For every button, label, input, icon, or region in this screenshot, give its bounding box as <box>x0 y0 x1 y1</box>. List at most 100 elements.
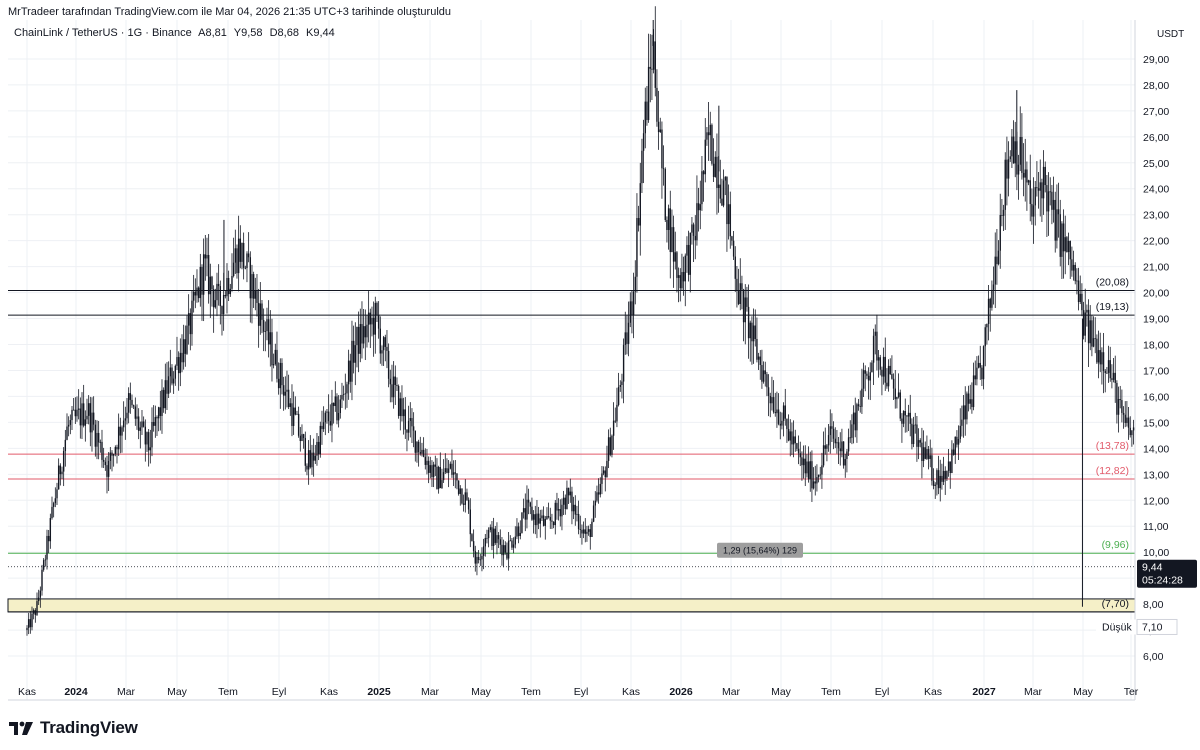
candle-body <box>211 276 213 290</box>
x-tick-label: Tem <box>218 686 238 698</box>
candle-body <box>136 416 138 419</box>
candle-body <box>449 463 451 469</box>
candle-body <box>549 517 551 521</box>
candle-body <box>49 518 52 542</box>
candle-body <box>887 365 890 387</box>
candle-body <box>646 101 648 121</box>
candle-body <box>199 266 202 299</box>
candle-body <box>694 235 696 241</box>
support-zone[interactable] <box>7 598 1200 613</box>
candle-body <box>119 426 122 436</box>
candle-body <box>629 301 631 323</box>
candle-body <box>807 461 810 480</box>
candle-body <box>474 551 476 564</box>
candle-body <box>427 460 430 473</box>
candle-body <box>636 218 638 277</box>
candle-body <box>206 254 208 259</box>
level-label: (7,70) <box>1102 598 1129 610</box>
candle-body <box>776 409 778 414</box>
candle-body <box>1089 320 1091 344</box>
candle-body <box>71 409 73 421</box>
candle-body <box>502 545 505 556</box>
candle-body <box>259 303 262 326</box>
candle-body <box>1097 350 1100 363</box>
candle-body <box>947 461 950 471</box>
candle-body <box>194 291 197 296</box>
candle-body <box>1031 203 1033 217</box>
candle-body <box>252 274 255 299</box>
candle-body <box>904 410 906 416</box>
candle-body <box>949 461 951 474</box>
candle-body <box>281 362 283 386</box>
candle-body <box>906 415 908 417</box>
candle-body <box>179 352 182 374</box>
candle-body <box>1006 159 1008 179</box>
candle-body <box>762 370 765 382</box>
candle-body <box>934 484 936 486</box>
candle-body <box>946 470 948 479</box>
candle-body <box>922 447 925 461</box>
candle-body <box>494 528 496 543</box>
candle-body <box>644 101 646 134</box>
candle-body <box>719 184 721 199</box>
candle-body <box>156 417 158 419</box>
candle-body <box>972 375 975 408</box>
y-tick-label: 28,00 <box>1143 80 1169 92</box>
candle-body <box>469 509 471 535</box>
candle-body <box>886 382 888 387</box>
candle-body <box>222 294 225 315</box>
candle-body <box>1011 136 1013 157</box>
candle-body <box>351 340 353 382</box>
candle-body <box>416 441 418 453</box>
candle-body <box>347 360 350 385</box>
candle-body <box>336 396 338 421</box>
candle-body <box>62 451 65 472</box>
candle-body <box>966 393 968 420</box>
price-range-measure[interactable]: 1,29 (15,64%) 129 <box>717 542 1200 600</box>
symbol-legend[interactable]: ChainLink / TetherUS · 1G · Binance A8,8… <box>14 27 339 39</box>
candle-body <box>842 441 845 466</box>
candle-body <box>491 527 493 546</box>
candle-body <box>856 404 858 431</box>
candle-body <box>826 445 828 449</box>
candle-body <box>284 391 287 396</box>
candle-body <box>514 536 516 545</box>
candle-body <box>426 460 428 465</box>
candle-body <box>434 464 436 467</box>
candle-body <box>247 253 250 258</box>
candle-body <box>827 435 830 446</box>
candle-body <box>677 275 680 278</box>
candle-body <box>72 409 75 411</box>
candle-body <box>687 244 690 275</box>
candle-body <box>624 332 626 345</box>
candle-body <box>752 325 755 342</box>
candle-body <box>1107 360 1110 373</box>
candle-body <box>532 514 535 520</box>
y-tick-label: 24,00 <box>1143 184 1169 196</box>
support-zone-box[interactable] <box>7 598 1200 613</box>
candle-body <box>604 470 606 478</box>
measure-label-box <box>717 542 803 558</box>
candle-body <box>907 412 910 417</box>
candle-body <box>314 455 317 461</box>
candle-body <box>994 256 996 285</box>
candle-body <box>1022 172 1025 178</box>
candle-body <box>571 491 573 512</box>
candle-body <box>459 488 461 494</box>
candle-body <box>844 458 846 466</box>
candle-body <box>287 389 290 408</box>
price-chart[interactable]: (20,08) (19,13) (13,78) (12,82) (9,96) (7,70)… <box>0 0 1200 712</box>
price-axis[interactable] <box>1135 0 1200 712</box>
candle-body <box>859 406 861 407</box>
candle-body <box>1127 417 1130 428</box>
candle-body <box>754 325 756 339</box>
candle-body <box>1037 188 1040 191</box>
candle-body <box>526 499 528 520</box>
y-tick-label: 17,00 <box>1143 365 1169 377</box>
candle-body <box>359 324 361 354</box>
candle-body <box>632 291 635 316</box>
candle-body <box>1026 169 1028 183</box>
candle-body <box>332 402 335 407</box>
candle-body <box>836 442 838 444</box>
x-tick-label: 2026 <box>669 686 693 698</box>
